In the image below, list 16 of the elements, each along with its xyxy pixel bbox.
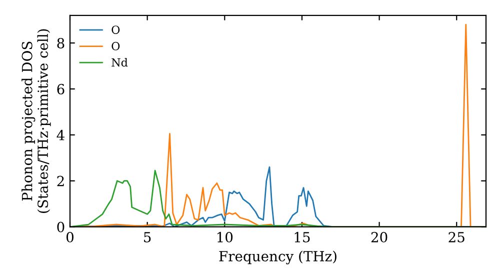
y-tick-label: 0 bbox=[57, 222, 64, 232]
y-tick-label: 4 bbox=[56, 130, 64, 140]
x-tick-label: 25 bbox=[448, 232, 464, 242]
y-axis-title: Phonon projected DOS (States/THz·primitive cell) bbox=[22, 29, 51, 213]
legend-label: O bbox=[112, 42, 120, 50]
y-tick-label: 8 bbox=[57, 38, 64, 48]
legend-label: O bbox=[112, 26, 120, 34]
x-tick-label: 15 bbox=[294, 232, 310, 242]
legend-label: Nd bbox=[112, 58, 128, 67]
x-tick-label: 5 bbox=[144, 232, 151, 242]
x-tick-label: 10 bbox=[218, 232, 233, 242]
x-tick-label: 20 bbox=[371, 232, 388, 242]
x-tick-label: 0 bbox=[66, 232, 74, 242]
y-tick-label: 6 bbox=[57, 84, 64, 94]
x-axis-title: Frequency (THz) bbox=[219, 250, 336, 264]
y-tick-label: 2 bbox=[57, 176, 64, 186]
